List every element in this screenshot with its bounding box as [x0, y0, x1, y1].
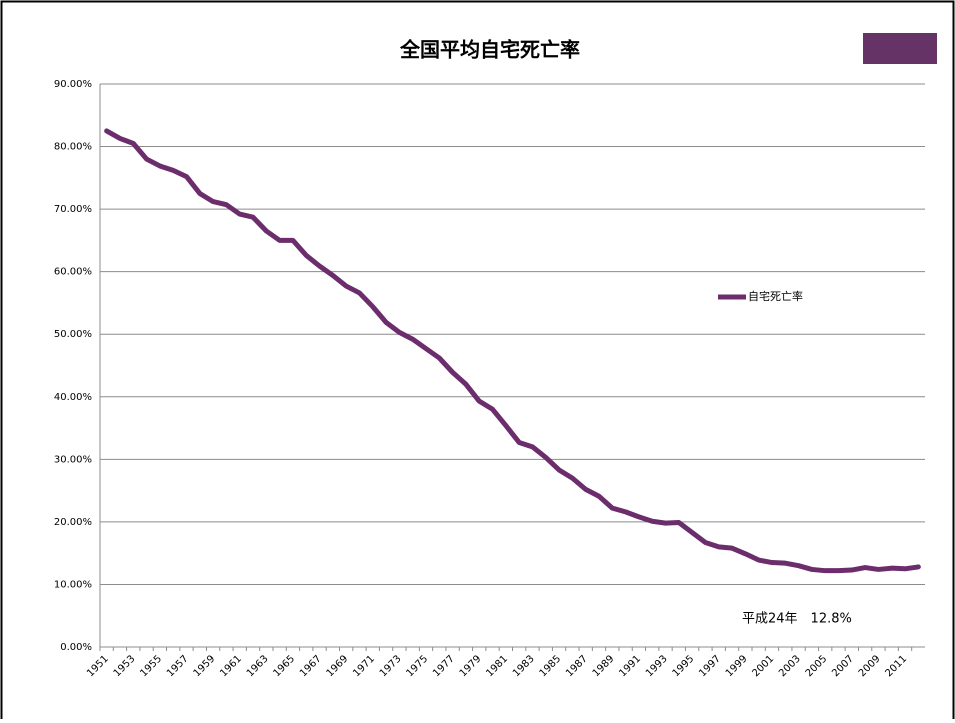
y-tick-label: 60.00% [54, 267, 92, 278]
x-tick-label: 1971 [351, 653, 377, 679]
x-tick-label: 2011 [884, 653, 910, 679]
x-tick-label: 2003 [777, 653, 803, 679]
x-tick-label: 2001 [750, 653, 776, 679]
x-tick-label: 1999 [724, 653, 750, 679]
y-tick-label: 70.00% [54, 204, 92, 215]
chart-title: 全国平均自宅死亡率 [399, 38, 580, 62]
x-tick-label: 1981 [484, 653, 510, 679]
series-line [104, 128, 921, 574]
x-tick-label: 1989 [591, 653, 617, 679]
annotation: 平成24年 12.8% [742, 612, 852, 627]
x-tick-label: 1977 [431, 653, 457, 679]
x-tick-label: 2009 [857, 653, 883, 679]
y-tick-label: 10.00% [54, 579, 92, 590]
x-tick-label: 1993 [644, 653, 670, 679]
x-tick-label: 1987 [564, 653, 590, 679]
y-tick-label: 50.00% [54, 329, 92, 340]
x-tick-label: 1969 [325, 653, 351, 679]
y-tick-label: 20.00% [54, 517, 92, 528]
x-tick-label: 2005 [804, 653, 830, 679]
x-tick-label: 1979 [458, 653, 484, 679]
y-tick-label: 0.00% [60, 642, 92, 653]
x-tick-label: 1957 [165, 653, 191, 679]
x-tick-label: 1963 [245, 653, 271, 679]
x-tick-label: 1991 [617, 653, 643, 679]
legend-label: 自宅死亡率 [748, 289, 803, 303]
y-tick-label: 90.00% [54, 79, 92, 90]
x-tick-label: 1953 [112, 653, 138, 679]
x-tick-label: 1997 [697, 653, 723, 679]
decor-block [863, 33, 937, 64]
x-tick-label: 1973 [378, 653, 404, 679]
y-tick-label: 40.00% [54, 392, 92, 403]
x-tick-label: 1951 [85, 653, 111, 679]
x-tick-label: 1995 [671, 653, 697, 679]
y-tick-label: 30.00% [54, 454, 92, 465]
x-tick-label: 1955 [138, 653, 164, 679]
x-tick-label: 1975 [404, 653, 430, 679]
x-tick-label: 1983 [511, 653, 537, 679]
x-tick-label: 1961 [218, 653, 244, 679]
x-tick-label: 1985 [538, 653, 564, 679]
x-tick-label: 2007 [830, 653, 856, 679]
y-tick-label: 80.00% [54, 142, 92, 153]
x-tick-label: 1967 [298, 653, 324, 679]
x-tick-label: 1965 [271, 653, 297, 679]
x-tick-label: 1959 [192, 653, 218, 679]
